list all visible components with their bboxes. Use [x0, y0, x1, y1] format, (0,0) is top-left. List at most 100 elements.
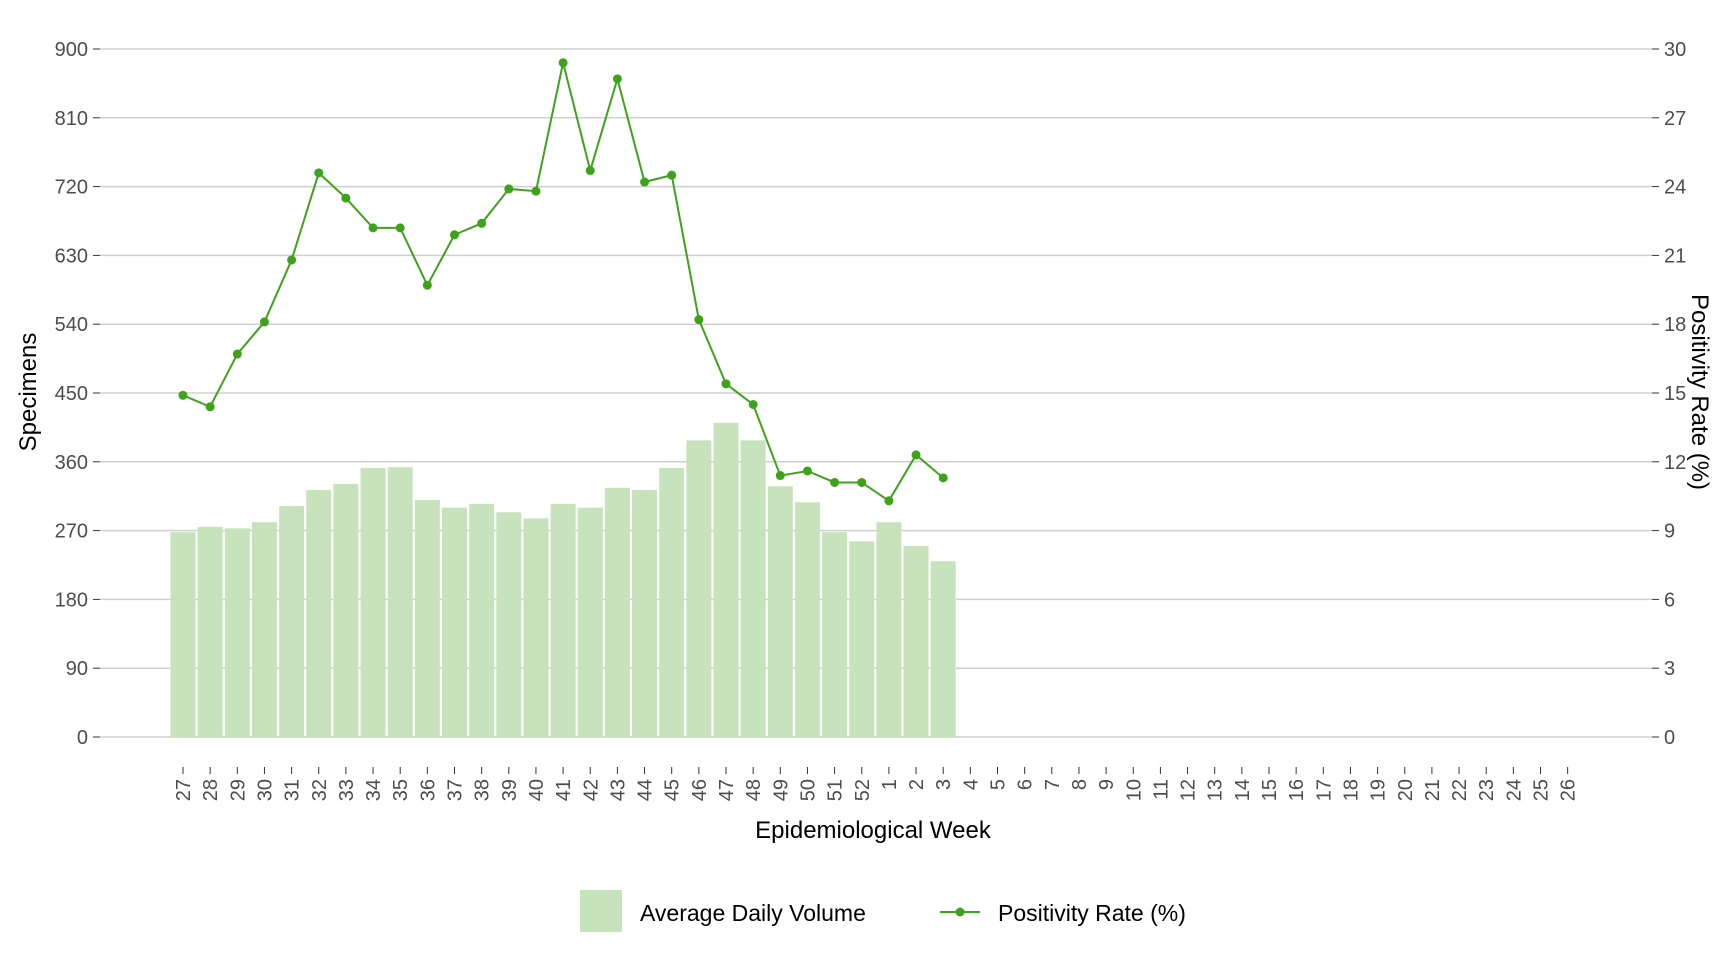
bar-week-45 — [659, 467, 685, 737]
legend-label-bars: Average Daily Volume — [640, 900, 866, 926]
bar-week-42 — [577, 507, 603, 737]
x-tick-label: 24 — [1503, 779, 1525, 801]
x-tick-label: 7 — [1042, 779, 1064, 790]
point-week-27 — [178, 390, 188, 400]
x-tick-label: 18 — [1340, 779, 1362, 801]
y-tick-label: 900 — [55, 39, 88, 61]
bar-week-3 — [930, 561, 956, 737]
x-axis: 27 28 29 30 31 32 33 34 35 36 37 38 39 40 41 42 43 44 45 46… — [173, 767, 1580, 801]
point-week-52 — [857, 477, 867, 487]
bar-week-38 — [469, 503, 495, 737]
right-axis: 0 3 6 9 12 15 18 21 24 27 30 — [1652, 39, 1686, 749]
bar-week-36 — [414, 500, 440, 737]
x-tick-label: 23 — [1476, 779, 1498, 801]
y-tick-label: 90 — [66, 658, 88, 680]
bar-week-35 — [387, 467, 413, 737]
point-week-49 — [775, 471, 785, 481]
point-week-44 — [640, 177, 650, 187]
x-tick-label: 6 — [1015, 779, 1037, 790]
point-week-41 — [558, 58, 568, 68]
y2-tick-label: 9 — [1664, 521, 1675, 543]
point-week-3 — [938, 473, 948, 483]
x-tick-label: 46 — [689, 779, 711, 801]
x-tick-label: 27 — [173, 779, 195, 801]
y-tick-label: 450 — [55, 383, 88, 405]
x-tick-label: 13 — [1205, 779, 1227, 801]
x-tick-label: 28 — [200, 779, 222, 801]
point-week-48 — [748, 399, 758, 409]
gridlines — [100, 48, 1652, 738]
bar-week-48 — [740, 440, 766, 737]
point-week-32 — [314, 168, 324, 178]
x-tick-label: 10 — [1123, 779, 1145, 801]
x-tick-label: 45 — [662, 779, 684, 801]
point-week-31 — [287, 255, 297, 265]
bar-week-49 — [767, 486, 793, 737]
left-axis: 0 90 180 270 360 450 540 630 720 810 900 — [55, 39, 100, 749]
bar-week-32 — [306, 490, 332, 737]
y-axis-title: Specimens — [15, 333, 42, 452]
y2-tick-label: 18 — [1664, 314, 1686, 336]
legend-swatch-point — [955, 907, 965, 917]
x-tick-label: 44 — [635, 779, 657, 801]
point-week-28 — [205, 402, 215, 412]
y-tick-label: 270 — [55, 521, 88, 543]
x-tick-label: 4 — [960, 779, 982, 790]
x-tick-label: 9 — [1096, 779, 1118, 790]
legend-swatch-bars — [580, 890, 622, 932]
x-tick-label: 22 — [1449, 779, 1471, 801]
bars — [170, 422, 956, 737]
y-tick-label: 630 — [55, 245, 88, 267]
x-tick-label: 20 — [1395, 779, 1417, 801]
bar-week-34 — [360, 467, 386, 737]
bar-week-28 — [197, 526, 223, 737]
x-tick-label: 33 — [336, 779, 358, 801]
x-tick-label: 36 — [417, 779, 439, 801]
bar-week-40 — [523, 518, 549, 737]
legend: Average Daily Volume Positivity Rate (%) — [580, 890, 1186, 932]
point-week-34 — [368, 223, 378, 233]
y-tick-label: 360 — [55, 452, 88, 474]
point-week-38 — [477, 218, 487, 228]
bar-week-37 — [442, 507, 467, 737]
y-tick-label: 810 — [55, 108, 88, 130]
x-tick-label: 42 — [580, 779, 602, 801]
x-tick-label: 5 — [988, 779, 1010, 790]
x-tick-label: 52 — [852, 779, 874, 801]
x-tick-label: 21 — [1422, 779, 1444, 801]
x-tick-label: 37 — [445, 779, 467, 801]
y-tick-label: 180 — [55, 589, 88, 611]
y-tick-label: 720 — [55, 177, 88, 199]
point-week-45 — [667, 170, 677, 180]
point-week-36 — [422, 280, 432, 290]
bar-week-52 — [849, 541, 875, 737]
bar-week-50 — [794, 502, 820, 737]
y-tick-label: 540 — [55, 314, 88, 336]
bar-week-1 — [876, 522, 902, 737]
point-week-46 — [694, 315, 704, 325]
bar-week-41 — [550, 503, 576, 737]
x-axis-title: Epidemiological Week — [755, 817, 992, 844]
point-week-29 — [232, 349, 242, 359]
bar-week-2 — [903, 545, 929, 737]
y2-tick-label: 6 — [1664, 589, 1675, 611]
positivity-line-path — [182, 62, 944, 503]
point-week-35 — [395, 223, 405, 233]
bar-week-51 — [822, 532, 848, 737]
y2-tick-label: 3 — [1664, 658, 1675, 680]
x-tick-label: 51 — [825, 779, 847, 801]
x-tick-label: 31 — [282, 779, 304, 801]
x-tick-label: 47 — [716, 779, 738, 801]
bar-week-44 — [632, 490, 658, 737]
x-tick-label: 25 — [1531, 779, 1553, 801]
x-tick-label: 15 — [1259, 779, 1281, 801]
y-tick-label: 0 — [77, 727, 88, 749]
x-tick-label: 39 — [499, 779, 521, 801]
x-tick-label: 41 — [553, 779, 575, 801]
point-week-1 — [884, 496, 894, 506]
x-tick-label: 32 — [309, 779, 331, 801]
x-tick-label: 40 — [526, 779, 548, 801]
y2-tick-label: 0 — [1664, 727, 1675, 749]
point-week-47 — [721, 379, 731, 389]
point-week-39 — [504, 184, 514, 194]
